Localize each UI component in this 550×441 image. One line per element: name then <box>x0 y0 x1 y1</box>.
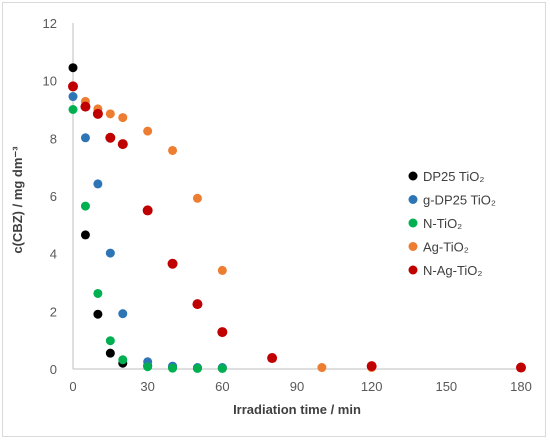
data-point <box>118 309 128 319</box>
legend-label: N-Ag-TiO₂ <box>423 263 482 278</box>
legend-marker <box>408 218 418 228</box>
chart-frame <box>2 2 546 437</box>
data-point <box>217 265 227 275</box>
x-tick-label: 180 <box>510 379 532 394</box>
data-point <box>118 113 128 123</box>
data-point <box>80 230 90 240</box>
y-tick-label: 8 <box>50 131 57 146</box>
data-point <box>105 248 115 258</box>
legend-label: Ag-TiO₂ <box>423 240 469 255</box>
data-point <box>105 348 115 358</box>
data-point <box>317 363 327 373</box>
data-point <box>267 353 278 364</box>
y-tick-labels: 0 2 4 6 8 10 12 <box>43 16 57 377</box>
data-point <box>167 258 178 269</box>
data-point <box>80 101 91 112</box>
x-tick-label: 90 <box>290 379 304 394</box>
legend-marker <box>408 171 418 181</box>
x-tick-label: 60 <box>215 379 229 394</box>
data-point <box>192 299 203 310</box>
data-point <box>68 63 78 73</box>
data-point <box>93 288 103 298</box>
legend-label: DP25 TiO₂ <box>423 169 484 184</box>
data-points <box>68 63 526 373</box>
data-point <box>105 109 115 119</box>
legend-label: g-DP25 TiO₂ <box>423 193 496 208</box>
data-point <box>142 205 153 216</box>
y-tick-label: 0 <box>50 362 57 377</box>
data-point <box>143 362 153 372</box>
data-point <box>118 355 128 365</box>
legend: DP25 TiO₂ g-DP25 TiO₂ N-TiO₂ Ag-TiO₂ N-Ag-Ti… <box>408 169 496 278</box>
y-tick-label: 12 <box>43 16 57 31</box>
x-tick-label: 120 <box>361 379 383 394</box>
data-point <box>168 363 178 373</box>
data-point <box>80 201 90 211</box>
x-axis-title: Irradiation time / min <box>233 402 361 417</box>
data-point <box>68 105 78 114</box>
data-point <box>105 336 115 346</box>
legend-label: N-TiO₂ <box>423 216 462 231</box>
data-point <box>516 362 526 373</box>
legend-marker <box>408 265 418 275</box>
data-point <box>217 363 227 373</box>
data-point <box>168 145 178 155</box>
data-point <box>93 309 103 319</box>
y-tick-label: 6 <box>50 189 57 204</box>
data-point <box>143 126 153 136</box>
x-tick-label: 30 <box>140 379 154 394</box>
data-point <box>92 108 103 119</box>
x-tick-label: 0 <box>69 379 76 394</box>
y-tick-label: 4 <box>50 247 57 262</box>
data-point <box>68 92 78 102</box>
data-point <box>105 132 116 143</box>
y-tick-label: 2 <box>50 304 57 319</box>
data-point <box>80 133 90 143</box>
data-point <box>192 193 202 203</box>
legend-marker <box>408 242 418 251</box>
data-point <box>192 363 202 373</box>
legend-marker <box>408 195 418 204</box>
data-point <box>68 81 78 92</box>
y-axis-title: c(CBZ) / mg dm⁻³ <box>10 146 25 254</box>
x-tick-labels: 0 30 60 90 120 150 180 <box>69 379 531 394</box>
data-point <box>366 361 377 372</box>
data-point <box>93 179 103 189</box>
y-tick-label: 10 <box>43 74 57 89</box>
data-point <box>217 327 228 338</box>
data-point <box>117 139 128 150</box>
x-tick-label: 150 <box>435 379 457 394</box>
